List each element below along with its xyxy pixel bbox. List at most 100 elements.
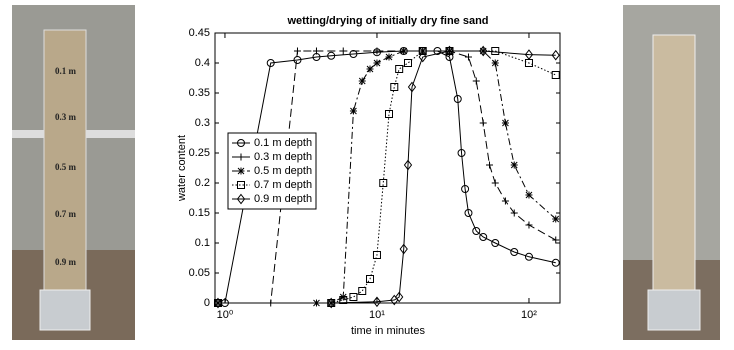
depth-label: 0.7 m	[55, 209, 77, 219]
marker	[403, 59, 412, 67]
marker	[373, 47, 381, 55]
marker	[551, 71, 560, 79]
marker	[373, 59, 381, 67]
marker	[339, 47, 347, 55]
marker	[525, 221, 533, 229]
y-tick-label: 0.45	[189, 27, 210, 39]
legend-marker	[237, 181, 245, 189]
y-tick-label: 0	[204, 297, 210, 309]
marker	[472, 227, 481, 235]
x-axis-label: time in minutes	[351, 325, 425, 337]
marker	[385, 110, 394, 118]
x-tick-label: 10¹	[369, 309, 385, 321]
legend-label: 0.1 m depth	[254, 137, 312, 149]
series-line	[218, 50, 557, 304]
y-tick-label: 0.25	[189, 147, 210, 159]
marker	[349, 293, 358, 301]
marker	[457, 149, 466, 157]
marker	[418, 47, 427, 55]
marker	[293, 47, 301, 55]
marker	[349, 107, 357, 115]
marker	[403, 159, 413, 171]
y-tick-label: 0.1	[195, 237, 210, 249]
marker	[418, 51, 427, 63]
marker	[524, 252, 533, 261]
marker	[479, 119, 487, 127]
marker	[552, 215, 560, 223]
marker	[395, 291, 404, 303]
marker	[510, 161, 518, 169]
marker	[400, 47, 408, 55]
marker	[501, 197, 509, 205]
marker	[479, 233, 488, 241]
y-tick-label: 0.2	[195, 177, 210, 189]
marker	[479, 45, 488, 57]
marker	[486, 161, 494, 169]
marker	[372, 296, 382, 308]
right-photo	[623, 5, 720, 340]
depth-label: 0.9 m	[55, 257, 77, 267]
marker	[491, 59, 499, 67]
marker	[390, 83, 399, 91]
depth-label: 0.1 m	[55, 66, 77, 76]
legend-marker	[237, 153, 245, 161]
depth-label: 0.3 m	[55, 112, 77, 122]
marker	[366, 65, 374, 73]
chart-title: wetting/drying of initially dry fine san…	[286, 15, 488, 27]
marker	[379, 179, 388, 187]
marker	[551, 258, 560, 267]
marker	[461, 185, 470, 193]
y-axis-label: water content	[176, 135, 188, 202]
marker	[491, 179, 499, 187]
marker	[385, 53, 393, 61]
marker	[510, 248, 519, 256]
marker	[552, 236, 560, 244]
legend-label: 0.7 m depth	[254, 179, 312, 191]
marker	[524, 49, 534, 60]
depth-label: 0.5 m	[55, 162, 77, 172]
marker	[327, 297, 336, 309]
marker	[399, 243, 408, 255]
marker	[312, 47, 320, 55]
marker	[525, 191, 533, 199]
legend-marker	[237, 167, 245, 175]
marker	[464, 53, 472, 61]
marker	[453, 95, 462, 103]
series-line	[218, 50, 556, 304]
series-line	[218, 50, 556, 304]
marker	[524, 59, 533, 67]
marker	[327, 51, 336, 60]
marker	[339, 296, 348, 304]
left-photo: 0.1 m 0.3 m 0.5 m 0.7 m 0.9 m	[12, 5, 135, 340]
marker	[213, 297, 223, 309]
marker	[358, 287, 367, 295]
legend-label: 0.5 m depth	[254, 165, 312, 177]
x-tick-label: 10²	[521, 309, 537, 321]
marker	[293, 56, 302, 64]
series-line	[218, 50, 556, 304]
marker	[266, 59, 275, 67]
marker	[445, 45, 454, 57]
legend-label: 0.3 m depth	[254, 151, 312, 163]
y-tick-label: 0.4	[195, 57, 210, 69]
marker	[214, 299, 222, 307]
legend-label: 0.9 m depth	[254, 193, 312, 205]
y-tick-label: 0.05	[189, 267, 210, 279]
legend-marker	[236, 193, 246, 205]
marker	[464, 209, 473, 217]
y-tick-label: 0.3	[195, 117, 210, 129]
marker	[395, 65, 404, 73]
legend-marker	[237, 139, 245, 147]
marker	[491, 239, 500, 247]
y-tick-label: 0.15	[189, 207, 210, 219]
marker	[366, 275, 375, 283]
marker	[407, 81, 417, 93]
marker	[501, 119, 509, 127]
marker	[551, 49, 560, 61]
x-tick-label: 10⁰	[217, 309, 234, 321]
marker	[472, 77, 480, 85]
marker	[372, 251, 381, 259]
y-tick-label: 0.35	[189, 87, 210, 99]
